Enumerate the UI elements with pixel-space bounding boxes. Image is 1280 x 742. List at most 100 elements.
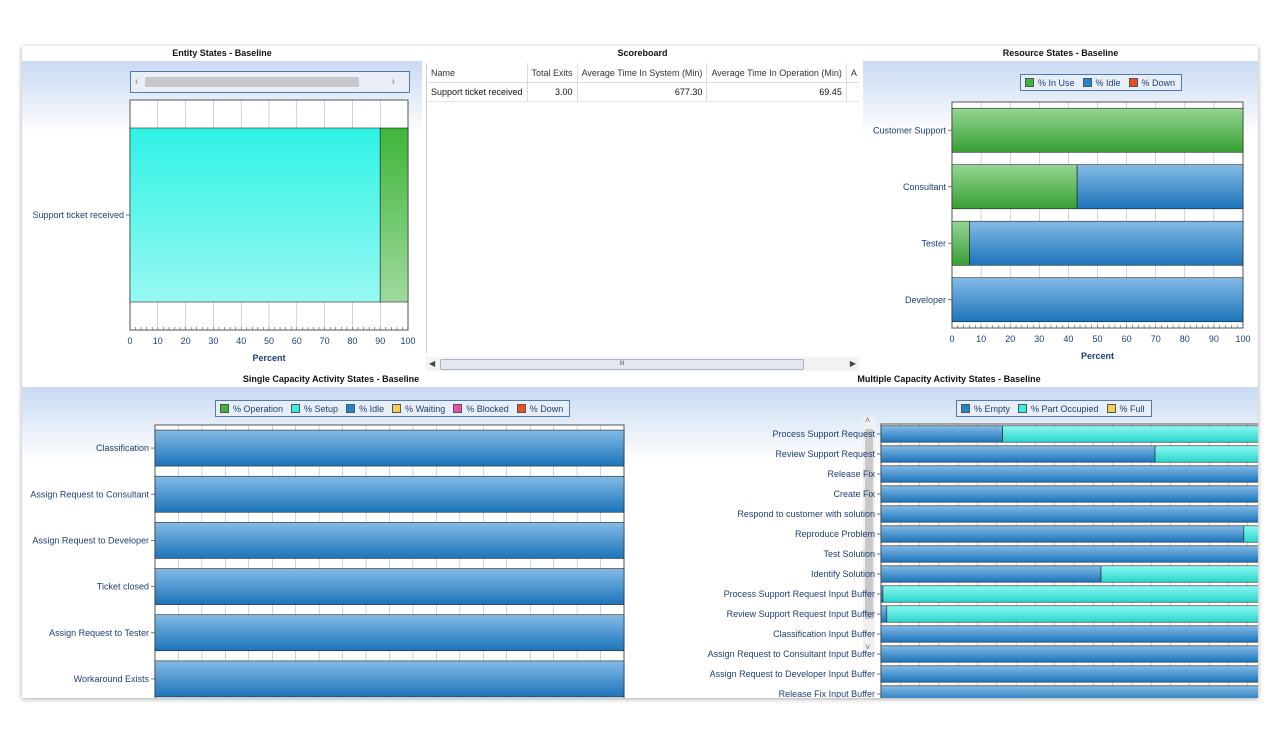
bar-segment-idle[interactable]: [154, 522, 625, 559]
legend-swatch: [1018, 404, 1028, 413]
x-tick-label: 20: [181, 336, 191, 346]
scoreboard-hscrollbar[interactable]: ◀ III ▶: [426, 357, 859, 371]
entity-chart-scrollbar[interactable]: ‹ ›: [130, 71, 410, 93]
bar-segment-empty[interactable]: [880, 465, 1258, 483]
bar-segment-in-use[interactable]: [951, 107, 1244, 153]
bar-segment-part-occupied[interactable]: [882, 585, 1258, 603]
bar-segment-empty[interactable]: [880, 445, 1156, 463]
single-capacity-legend: % Operation % Setup % Idle % Waiting % Block…: [215, 400, 571, 417]
legend-item-idle[interactable]: % Idle: [1082, 77, 1121, 88]
x-tick-label: 80: [347, 336, 357, 346]
bar-segment-part-occupied[interactable]: [886, 605, 1258, 623]
category-label: Assign Request to Developer: [32, 535, 149, 545]
scroll-left-icon[interactable]: ‹: [135, 76, 139, 87]
bar-segment-empty[interactable]: [880, 565, 1102, 583]
scroll-thumb[interactable]: [145, 77, 359, 87]
bar-segment-part-occupied[interactable]: [1002, 425, 1258, 443]
scroll-up-icon[interactable]: ˄: [865, 415, 871, 425]
x-tick-label: 60: [292, 336, 302, 346]
bar-segment-part-occupied[interactable]: [1154, 445, 1258, 463]
category-label: Consultant: [903, 182, 947, 192]
bar-segment-cyan[interactable]: [129, 127, 381, 303]
legend-item-in-use[interactable]: % In Use: [1025, 78, 1075, 88]
bar-segment-empty[interactable]: [880, 645, 1258, 663]
bar-segment-part-occupied[interactable]: [1100, 565, 1258, 583]
category-label: Review Support Request: [775, 449, 875, 459]
legend-swatch: [1106, 404, 1116, 413]
bar-segment-green[interactable]: [379, 127, 409, 303]
category-label: Respond to customer with solution: [737, 509, 875, 519]
bar-segment-empty[interactable]: [880, 505, 1258, 523]
category-label: Create Fix: [833, 489, 875, 499]
bar-segment-empty[interactable]: [880, 545, 1258, 563]
bar-segment-idle[interactable]: [951, 277, 1244, 323]
legend-item-setup[interactable]: % Setup: [291, 404, 338, 414]
single-capacity-panel: Single Capacity Activity States - Baseli…: [22, 372, 640, 698]
bar-segment-empty[interactable]: [880, 485, 1258, 503]
legend-label: % Idle: [1095, 77, 1121, 88]
x-tick-label: 60: [1122, 334, 1132, 344]
bar-segment-idle[interactable]: [154, 660, 625, 698]
cell-avg-time-system: 677.30: [577, 82, 708, 102]
table-row[interactable]: Support ticket received 3.00 677.30 69.4…: [427, 82, 859, 102]
scroll-thumb[interactable]: III: [440, 359, 804, 370]
legend-item-down[interactable]: % Down: [516, 404, 563, 414]
category-label: Tester: [921, 238, 946, 248]
column-header-truncated[interactable]: A: [846, 63, 859, 83]
plot-area: [951, 101, 1244, 329]
x-tick-label: 30: [208, 336, 218, 346]
plot-area: [880, 423, 1258, 698]
plot-area: [129, 99, 409, 331]
category-label: Assign Request to Consultant: [30, 489, 149, 499]
column-header-avg-time-system[interactable]: Average Time In System (Min): [577, 63, 708, 83]
bar-segment-in-use[interactable]: [951, 164, 1078, 210]
bar-segment-empty[interactable]: [880, 425, 1003, 443]
legend-item-waiting[interactable]: % Waiting: [392, 404, 445, 414]
scroll-right-icon[interactable]: ▶: [849, 359, 856, 368]
bar-segment-empty[interactable]: [880, 525, 1245, 543]
legend-label: % Operation: [233, 403, 284, 414]
bar-segment-in-use[interactable]: [951, 220, 970, 266]
x-tick-label: 40: [236, 336, 246, 346]
legend-item-operation[interactable]: % Operation: [220, 404, 283, 414]
legend-item-blocked[interactable]: % Blocked: [453, 404, 509, 414]
legend-item-idle[interactable]: % Idle: [346, 404, 384, 414]
legend-item-full[interactable]: % Full: [1106, 404, 1145, 414]
legend-label: % Blocked: [466, 403, 509, 414]
legend-swatch: [1128, 78, 1138, 87]
legend-item-down[interactable]: % Down: [1128, 77, 1176, 88]
bar-segment-idle[interactable]: [154, 568, 625, 605]
legend-label: % Down: [1141, 77, 1176, 88]
entity-states-chart: Support ticket received 0 10 20 30 40 50 60 70 80…: [32, 99, 416, 363]
scroll-left-icon[interactable]: ◀: [429, 359, 436, 368]
bar-segment-empty[interactable]: [880, 625, 1258, 643]
bar-segment-idle[interactable]: [154, 475, 625, 513]
x-tick-label: 20: [1005, 334, 1015, 344]
scroll-down-icon[interactable]: ˅: [865, 642, 871, 652]
legend-swatch: [453, 404, 463, 413]
cell-truncated: [846, 82, 859, 102]
x-tick-label: 70: [1151, 334, 1161, 344]
legend-item-part-occupied[interactable]: % Part Occupied: [1018, 404, 1099, 414]
scroll-right-icon[interactable]: ›: [391, 76, 395, 87]
bar-segment-empty[interactable]: [880, 605, 888, 623]
category-scrollbar[interactable]: ˄ ˅: [863, 415, 875, 652]
column-header-total-exits[interactable]: Total Exits: [527, 63, 578, 83]
column-header-avg-time-operation[interactable]: Average Time In Operation (Min): [706, 63, 847, 83]
bar-segment-idle[interactable]: [154, 614, 625, 652]
x-axis-label: Percent: [252, 353, 285, 363]
x-tick-label: 80: [1180, 334, 1190, 344]
scroll-thumb[interactable]: [865, 429, 873, 619]
bar-segment-empty[interactable]: [880, 685, 1258, 698]
bar-segment-part-occupied[interactable]: [1243, 525, 1258, 543]
scoreboard-grid: Name Total Exits Average Time In System …: [426, 63, 859, 353]
resource-states-legend: % In Use % Idle % Down: [1020, 74, 1183, 91]
bar-segment-idle[interactable]: [969, 220, 1244, 266]
bar-segment-idle[interactable]: [154, 429, 625, 467]
legend-item-empty[interactable]: % Empty: [961, 404, 1010, 414]
bar-segment-empty[interactable]: [880, 665, 1258, 683]
category-label: Support ticket received: [32, 210, 124, 220]
bar-segment-idle[interactable]: [1076, 164, 1244, 210]
column-header-name[interactable]: Name: [427, 63, 528, 83]
x-tick-label: 50: [1092, 334, 1102, 344]
